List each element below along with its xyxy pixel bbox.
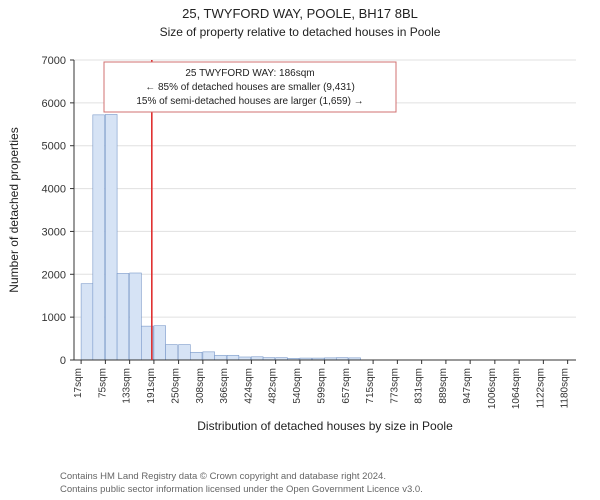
svg-text:250sqm: 250sqm — [171, 368, 182, 404]
svg-text:← 85% of detached houses are s: ← 85% of detached houses are smaller (9,… — [145, 82, 355, 93]
svg-text:133sqm: 133sqm — [122, 368, 133, 404]
svg-text:424sqm: 424sqm — [243, 368, 254, 404]
svg-text:1180sqm: 1180sqm — [560, 368, 571, 408]
x-axis-label: Distribution of detached houses by size … — [197, 419, 453, 433]
svg-text:17sqm: 17sqm — [73, 368, 84, 398]
footer-line1: Contains HM Land Registry data © Crown c… — [60, 471, 423, 483]
svg-text:657sqm: 657sqm — [341, 368, 352, 404]
svg-text:15% of semi-detached houses ar: 15% of semi-detached houses are larger (… — [136, 96, 363, 107]
svg-text:831sqm: 831sqm — [414, 368, 425, 404]
histogram-chart: 0 1000 2000 3000 4000 5000 6000 7000 17sqm 75sqm 1… — [0, 0, 600, 470]
svg-text:1122sqm: 1122sqm — [535, 368, 546, 408]
svg-text:2000: 2000 — [42, 269, 66, 281]
svg-text:191sqm: 191sqm — [146, 368, 157, 404]
svg-text:1000: 1000 — [42, 312, 66, 324]
svg-text:3000: 3000 — [42, 226, 66, 238]
svg-text:947sqm: 947sqm — [462, 368, 473, 404]
svg-text:7000: 7000 — [42, 55, 66, 67]
y-axis-label: Number of detached properties — [7, 127, 21, 292]
svg-text:0: 0 — [60, 355, 66, 367]
svg-text:366sqm: 366sqm — [219, 368, 230, 404]
svg-text:889sqm: 889sqm — [438, 368, 449, 404]
svg-text:75sqm: 75sqm — [97, 368, 108, 398]
svg-text:773sqm: 773sqm — [389, 368, 400, 404]
svg-text:6000: 6000 — [42, 98, 66, 110]
chart-subtitle: Size of property relative to detached ho… — [160, 25, 441, 39]
svg-text:715sqm: 715sqm — [365, 368, 376, 404]
svg-text:1064sqm: 1064sqm — [511, 368, 522, 409]
svg-text:308sqm: 308sqm — [195, 368, 206, 404]
svg-text:25 TWYFORD WAY: 186sqm: 25 TWYFORD WAY: 186sqm — [185, 68, 314, 79]
footer-attribution: Contains HM Land Registry data © Crown c… — [60, 471, 423, 496]
svg-text:4000: 4000 — [42, 184, 66, 196]
chart-title: 25, TWYFORD WAY, POOLE, BH17 8BL — [182, 6, 418, 21]
svg-text:599sqm: 599sqm — [317, 368, 328, 404]
svg-text:482sqm: 482sqm — [268, 368, 279, 404]
svg-text:540sqm: 540sqm — [292, 368, 303, 404]
footer-line2: Contains public sector information licen… — [60, 484, 423, 496]
svg-text:5000: 5000 — [42, 141, 66, 153]
svg-text:1006sqm: 1006sqm — [487, 368, 498, 409]
